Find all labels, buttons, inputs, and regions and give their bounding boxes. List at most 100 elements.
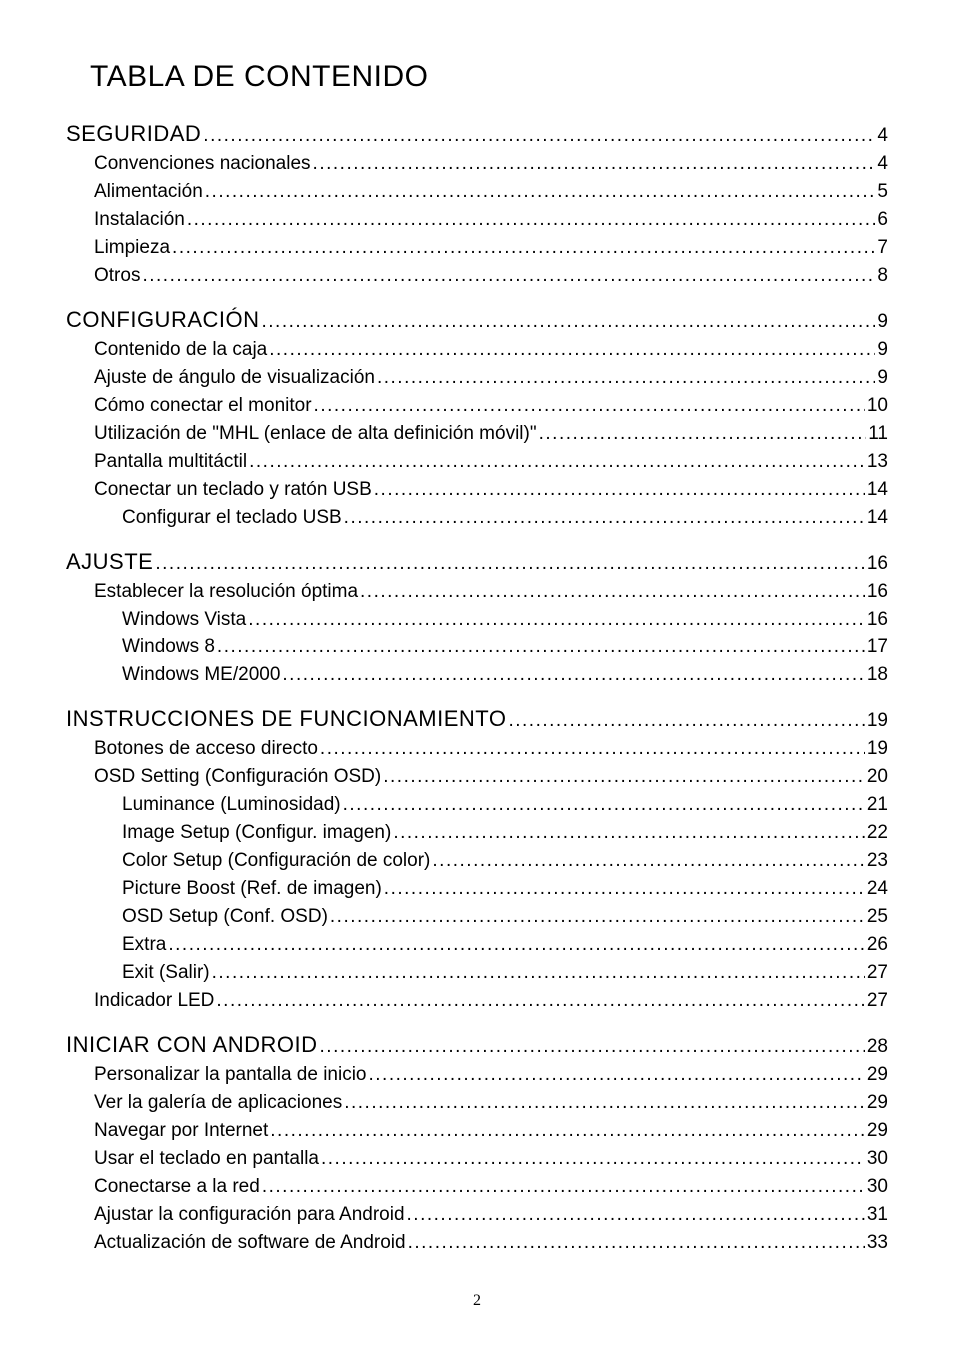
toc-entry[interactable]: Configurar el teclado USB 14 xyxy=(122,505,888,532)
toc-label: Conectarse a la red xyxy=(94,1174,260,1201)
toc-label: Botones de acceso directo xyxy=(94,736,318,763)
toc-pagenum: 29 xyxy=(867,1090,888,1117)
toc-entry[interactable]: Personalizar la pantalla de inicio 29 xyxy=(94,1062,888,1089)
toc-pagenum: 30 xyxy=(867,1174,888,1201)
toc-leader-dots xyxy=(374,477,865,504)
toc-label: Navegar por Internet xyxy=(94,1118,268,1145)
toc-pagenum: 23 xyxy=(867,848,888,875)
toc-leader-dots xyxy=(343,792,865,819)
toc-entry[interactable]: OSD Setting (Configuración OSD) 20 xyxy=(94,764,888,791)
toc-entry[interactable]: Cómo conectar el monitor 10 xyxy=(94,393,888,420)
toc-entry[interactable]: Ajustar la configuración para Android 31 xyxy=(94,1202,888,1229)
toc-pagenum: 17 xyxy=(867,634,888,661)
toc-pagenum: 16 xyxy=(867,579,888,606)
toc-label: Convenciones nacionales xyxy=(94,151,311,178)
toc-pagenum: 22 xyxy=(867,820,888,847)
toc-entry[interactable]: Contenido de la caja 9 xyxy=(94,337,888,364)
toc-leader-dots xyxy=(408,1230,865,1257)
toc-leader-dots xyxy=(172,235,875,262)
toc-label: INICIAR CON ANDROID xyxy=(66,1029,318,1060)
toc-label: Actualización de software de Android xyxy=(94,1230,406,1257)
toc-label: Exit (Salir) xyxy=(122,960,210,987)
toc-label: CONFIGURACIÓN xyxy=(66,304,260,335)
toc-entry[interactable]: INICIAR CON ANDROID 28 xyxy=(66,1029,888,1061)
toc-leader-dots xyxy=(369,1062,865,1089)
toc-pagenum: 20 xyxy=(867,764,888,791)
toc-entry[interactable]: Picture Boost (Ref. de imagen) 24 xyxy=(122,876,888,903)
toc-pagenum: 21 xyxy=(867,792,888,819)
toc-pagenum: 19 xyxy=(867,708,888,735)
toc-pagenum: 28 xyxy=(867,1034,888,1061)
toc-entry[interactable]: INSTRUCCIONES DE FUNCIONAMIENTO 19 xyxy=(66,703,888,735)
toc-entry[interactable]: CONFIGURACIÓN 9 xyxy=(66,304,888,336)
toc-entry[interactable]: Instalación 6 xyxy=(94,207,888,234)
toc-entry[interactable]: OSD Setup (Conf. OSD) 25 xyxy=(122,904,888,931)
toc-leader-dots xyxy=(249,449,865,476)
toc-entry[interactable]: Image Setup (Configur. imagen) 22 xyxy=(122,820,888,847)
toc-entry[interactable]: Conectarse a la red 30 xyxy=(94,1174,888,1201)
toc-label: Pantalla multitáctil xyxy=(94,449,247,476)
toc-entry[interactable]: Utilización de "MHL (enlace de alta defi… xyxy=(94,421,888,448)
toc-pagenum: 4 xyxy=(877,123,888,150)
toc-leader-dots xyxy=(187,207,876,234)
toc-label: Usar el teclado en pantalla xyxy=(94,1146,319,1173)
toc-pagenum: 19 xyxy=(867,736,888,763)
toc-entry[interactable]: Actualización de software de Android 33 xyxy=(94,1230,888,1257)
toc-label: Establecer la resolución óptima xyxy=(94,579,358,606)
toc-pagenum: 16 xyxy=(867,607,888,634)
toc-leader-dots xyxy=(320,1034,865,1061)
toc-leader-dots xyxy=(407,1202,865,1229)
toc-entry[interactable]: Alimentación 5 xyxy=(94,179,888,206)
toc-pagenum: 16 xyxy=(867,551,888,578)
toc-entry[interactable]: Windows Vista 16 xyxy=(122,607,888,634)
toc-entry[interactable]: Color Setup (Configuración de color) 23 xyxy=(122,848,888,875)
toc-entry[interactable]: AJUSTE 16 xyxy=(66,546,888,578)
table-of-contents: SEGURIDAD 4Convenciones nacionales 4Alim… xyxy=(66,118,888,1257)
toc-entry[interactable]: Luminance (Luminosidad) 21 xyxy=(122,792,888,819)
toc-pagenum: 18 xyxy=(867,662,888,689)
toc-entry[interactable]: Limpieza 7 xyxy=(94,235,888,262)
toc-label: Ajuste de ángulo de visualización xyxy=(94,365,375,392)
toc-leader-dots xyxy=(269,337,875,364)
toc-entry[interactable]: Ajuste de ángulo de visualización 9 xyxy=(94,365,888,392)
toc-pagenum: 11 xyxy=(868,421,888,448)
toc-leader-dots xyxy=(383,764,865,791)
toc-label: Windows ME/2000 xyxy=(122,662,280,689)
toc-leader-dots xyxy=(432,848,864,875)
toc-entry[interactable]: Windows 8 17 xyxy=(122,634,888,661)
toc-leader-dots xyxy=(320,736,865,763)
toc-label: Limpieza xyxy=(94,235,170,262)
toc-pagenum: 8 xyxy=(877,263,888,290)
toc-entry[interactable]: SEGURIDAD 4 xyxy=(66,118,888,150)
page-title: TABLA DE CONTENIDO xyxy=(90,60,888,94)
toc-pagenum: 27 xyxy=(867,960,888,987)
toc-entry[interactable]: Usar el teclado en pantalla 30 xyxy=(94,1146,888,1173)
toc-entry[interactable]: Botones de acceso directo 19 xyxy=(94,736,888,763)
toc-entry[interactable]: Establecer la resolución óptima 16 xyxy=(94,579,888,606)
toc-leader-dots xyxy=(142,263,875,290)
toc-entry[interactable]: Ver la galería de aplicaciones 29 xyxy=(94,1090,888,1117)
toc-entry[interactable]: Navegar por Internet 29 xyxy=(94,1118,888,1145)
toc-label: OSD Setting (Configuración OSD) xyxy=(94,764,381,791)
toc-entry[interactable]: Exit (Salir) 27 xyxy=(122,960,888,987)
toc-entry[interactable]: Otros 8 xyxy=(94,263,888,290)
toc-label: AJUSTE xyxy=(66,546,153,577)
toc-entry[interactable]: Windows ME/2000 18 xyxy=(122,662,888,689)
toc-pagenum: 14 xyxy=(867,505,888,532)
toc-pagenum: 33 xyxy=(867,1230,888,1257)
toc-pagenum: 27 xyxy=(867,988,888,1015)
toc-entry[interactable]: Conectar un teclado y ratón USB 14 xyxy=(94,477,888,504)
toc-leader-dots xyxy=(217,634,865,661)
toc-label: Image Setup (Configur. imagen) xyxy=(122,820,391,847)
toc-entry[interactable]: Convenciones nacionales 4 xyxy=(94,151,888,178)
toc-pagenum: 9 xyxy=(877,309,888,336)
toc-leader-dots xyxy=(168,932,865,959)
toc-label: INSTRUCCIONES DE FUNCIONAMIENTO xyxy=(66,703,506,734)
toc-entry[interactable]: Indicador LED 27 xyxy=(94,988,888,1015)
toc-leader-dots xyxy=(393,820,865,847)
toc-leader-dots xyxy=(384,876,865,903)
toc-pagenum: 30 xyxy=(867,1146,888,1173)
toc-entry[interactable]: Extra 26 xyxy=(122,932,888,959)
toc-entry[interactable]: Pantalla multitáctil 13 xyxy=(94,449,888,476)
toc-leader-dots xyxy=(155,551,865,578)
